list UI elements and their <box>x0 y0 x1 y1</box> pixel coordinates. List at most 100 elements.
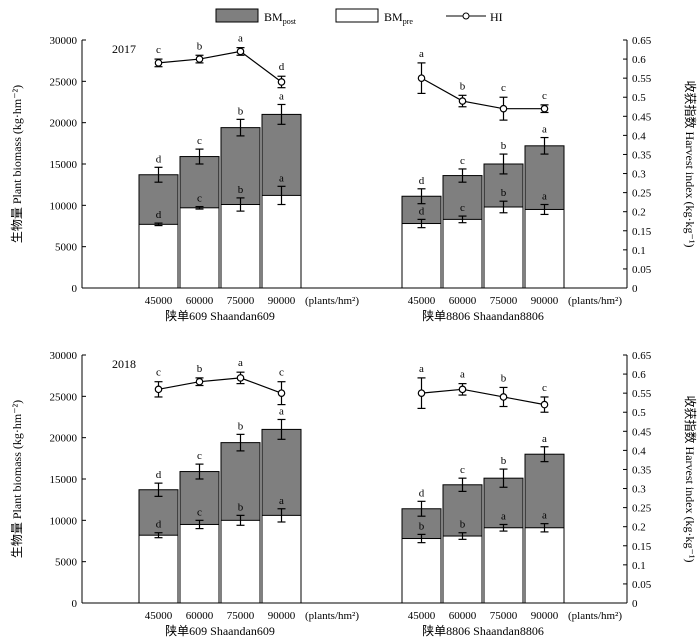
sig-pre: c <box>460 202 465 214</box>
x-tick-label: 75000 <box>490 610 518 622</box>
legend-label-post: BMpost <box>264 10 297 26</box>
sig-total: b <box>501 455 507 467</box>
y2-tick-label: 0.6 <box>632 369 646 381</box>
sig-hi: c <box>279 367 284 379</box>
bar-pre <box>483 206 524 289</box>
sig-hi: c <box>501 82 506 94</box>
hi-point <box>236 47 245 56</box>
y2-tick-label: 0.3 <box>632 169 646 181</box>
sig-hi: a <box>419 363 424 375</box>
y-tick-label: 10000 <box>50 200 78 212</box>
group-name: 陕单8806 Shaandan8806 <box>422 308 544 323</box>
bar-pre <box>261 514 302 604</box>
y2-tick-label: 0.55 <box>632 73 652 85</box>
hi-point <box>154 385 163 394</box>
y2-axis-title: 收获指数 Harvest index (kg·kg⁻¹) <box>683 396 698 563</box>
sig-pre: b <box>238 501 244 513</box>
bar-pre <box>524 208 565 289</box>
sig-total: d <box>419 487 425 499</box>
y-tick-label: 15000 <box>50 474 78 486</box>
panel-year-label: 2018 <box>112 357 136 371</box>
group-1: d d 45000 c c 60000 b b 75000 a a 90000 a b c c (plants/… <box>401 48 622 323</box>
sig-total: b <box>238 105 244 117</box>
y-tick-label: 5000 <box>55 242 78 254</box>
bar-pre <box>138 223 179 289</box>
sig-pre: a <box>501 510 506 522</box>
y-tick-label: 10000 <box>50 515 78 527</box>
bar-pre <box>442 218 483 289</box>
sig-pre: d <box>156 209 162 221</box>
hi-point <box>154 59 163 67</box>
group-1: d b 45000 c b 60000 b a 75000 a a 90000 a a b c (plants/… <box>401 363 622 638</box>
y2-tick-label: 0.45 <box>632 426 652 438</box>
y-tick-label: 30000 <box>50 35 78 47</box>
legend-post-sub: post <box>283 17 297 26</box>
sig-pre: a <box>542 510 547 522</box>
y-tick-label: 25000 <box>50 391 78 403</box>
hi-point <box>458 385 467 394</box>
sig-hi: b <box>501 372 507 384</box>
y2-tick-label: 0.2 <box>632 522 646 534</box>
y2-tick-label: 0 <box>632 598 638 610</box>
hi-line <box>158 377 282 394</box>
bar-pre <box>138 534 179 604</box>
sig-hi: c <box>542 90 547 102</box>
legend-post-main: BM <box>264 10 283 24</box>
sig-total: d <box>156 469 162 481</box>
bar-pre <box>401 538 442 604</box>
y2-tick-label: 0.55 <box>632 388 652 400</box>
x-tick-label: 45000 <box>408 610 436 622</box>
bar-pre <box>179 207 220 289</box>
y-tick-label: 25000 <box>50 76 78 88</box>
sig-total: d <box>156 153 162 165</box>
hi-line <box>421 77 545 110</box>
y2-tick-label: 0.2 <box>632 207 646 219</box>
y-tick-label: 30000 <box>50 350 78 362</box>
bar-pre <box>524 527 565 604</box>
sig-total: a <box>542 433 547 445</box>
sig-pre: d <box>156 519 162 531</box>
legend-swatch-post <box>215 8 259 23</box>
y2-axis-title: 收获指数 Harvest index (kg·kg⁻¹) <box>683 81 698 248</box>
sig-hi: c <box>542 382 547 394</box>
y2-tick-label: 0.15 <box>632 226 652 238</box>
sig-hi: a <box>238 357 243 369</box>
sig-pre: c <box>197 193 202 205</box>
x-tick-label: 60000 <box>449 295 477 307</box>
sig-hi: a <box>460 369 465 381</box>
hi-point <box>277 78 286 86</box>
x-tick-label: 45000 <box>408 295 436 307</box>
bar-pre <box>220 519 261 604</box>
sig-total: b <box>238 420 244 432</box>
x-tick-label: 60000 <box>186 295 214 307</box>
sig-total: d <box>419 175 425 187</box>
sig-total: c <box>197 135 202 147</box>
sig-hi: a <box>419 48 424 60</box>
y2-tick-label: 0.5 <box>632 92 646 104</box>
bar-pre <box>220 204 261 289</box>
group-name: 陕单609 Shaandan609 <box>165 308 275 323</box>
group-0: d d 45000 c c 60000 b b 75000 a a 90000 c b a d (plants/… <box>138 33 359 323</box>
y2-tick-label: 0.25 <box>632 188 652 200</box>
x-tick-label: 75000 <box>227 610 255 622</box>
bar-pre <box>483 527 524 604</box>
x-tick-label: 90000 <box>268 610 296 622</box>
sig-hi: b <box>197 40 203 52</box>
hi-point <box>195 377 204 386</box>
y2-tick-label: 0.3 <box>632 484 646 496</box>
group-0: d d 45000 c c 60000 b b 75000 a a 90000 c b a c (plants/… <box>138 357 359 638</box>
y2-tick-label: 0.45 <box>632 111 652 123</box>
y-tick-label: 15000 <box>50 159 78 171</box>
y2-tick-label: 0.6 <box>632 54 646 66</box>
chart-panels: 0 5000 10000 15000 20000 25000 30000 0 0.05 0.1 0.… <box>10 33 698 638</box>
bar-pre <box>401 223 442 289</box>
sig-hi: c <box>156 367 161 379</box>
y2-tick-label: 0.35 <box>632 149 652 161</box>
x-tick-label: 90000 <box>531 610 559 622</box>
sig-pre: c <box>197 506 202 518</box>
hi-line <box>158 50 282 83</box>
y-tick-label: 0 <box>72 283 78 295</box>
legend-pre-sub: pre <box>403 17 414 26</box>
sig-pre: b <box>238 184 244 196</box>
sig-hi: a <box>238 33 243 45</box>
